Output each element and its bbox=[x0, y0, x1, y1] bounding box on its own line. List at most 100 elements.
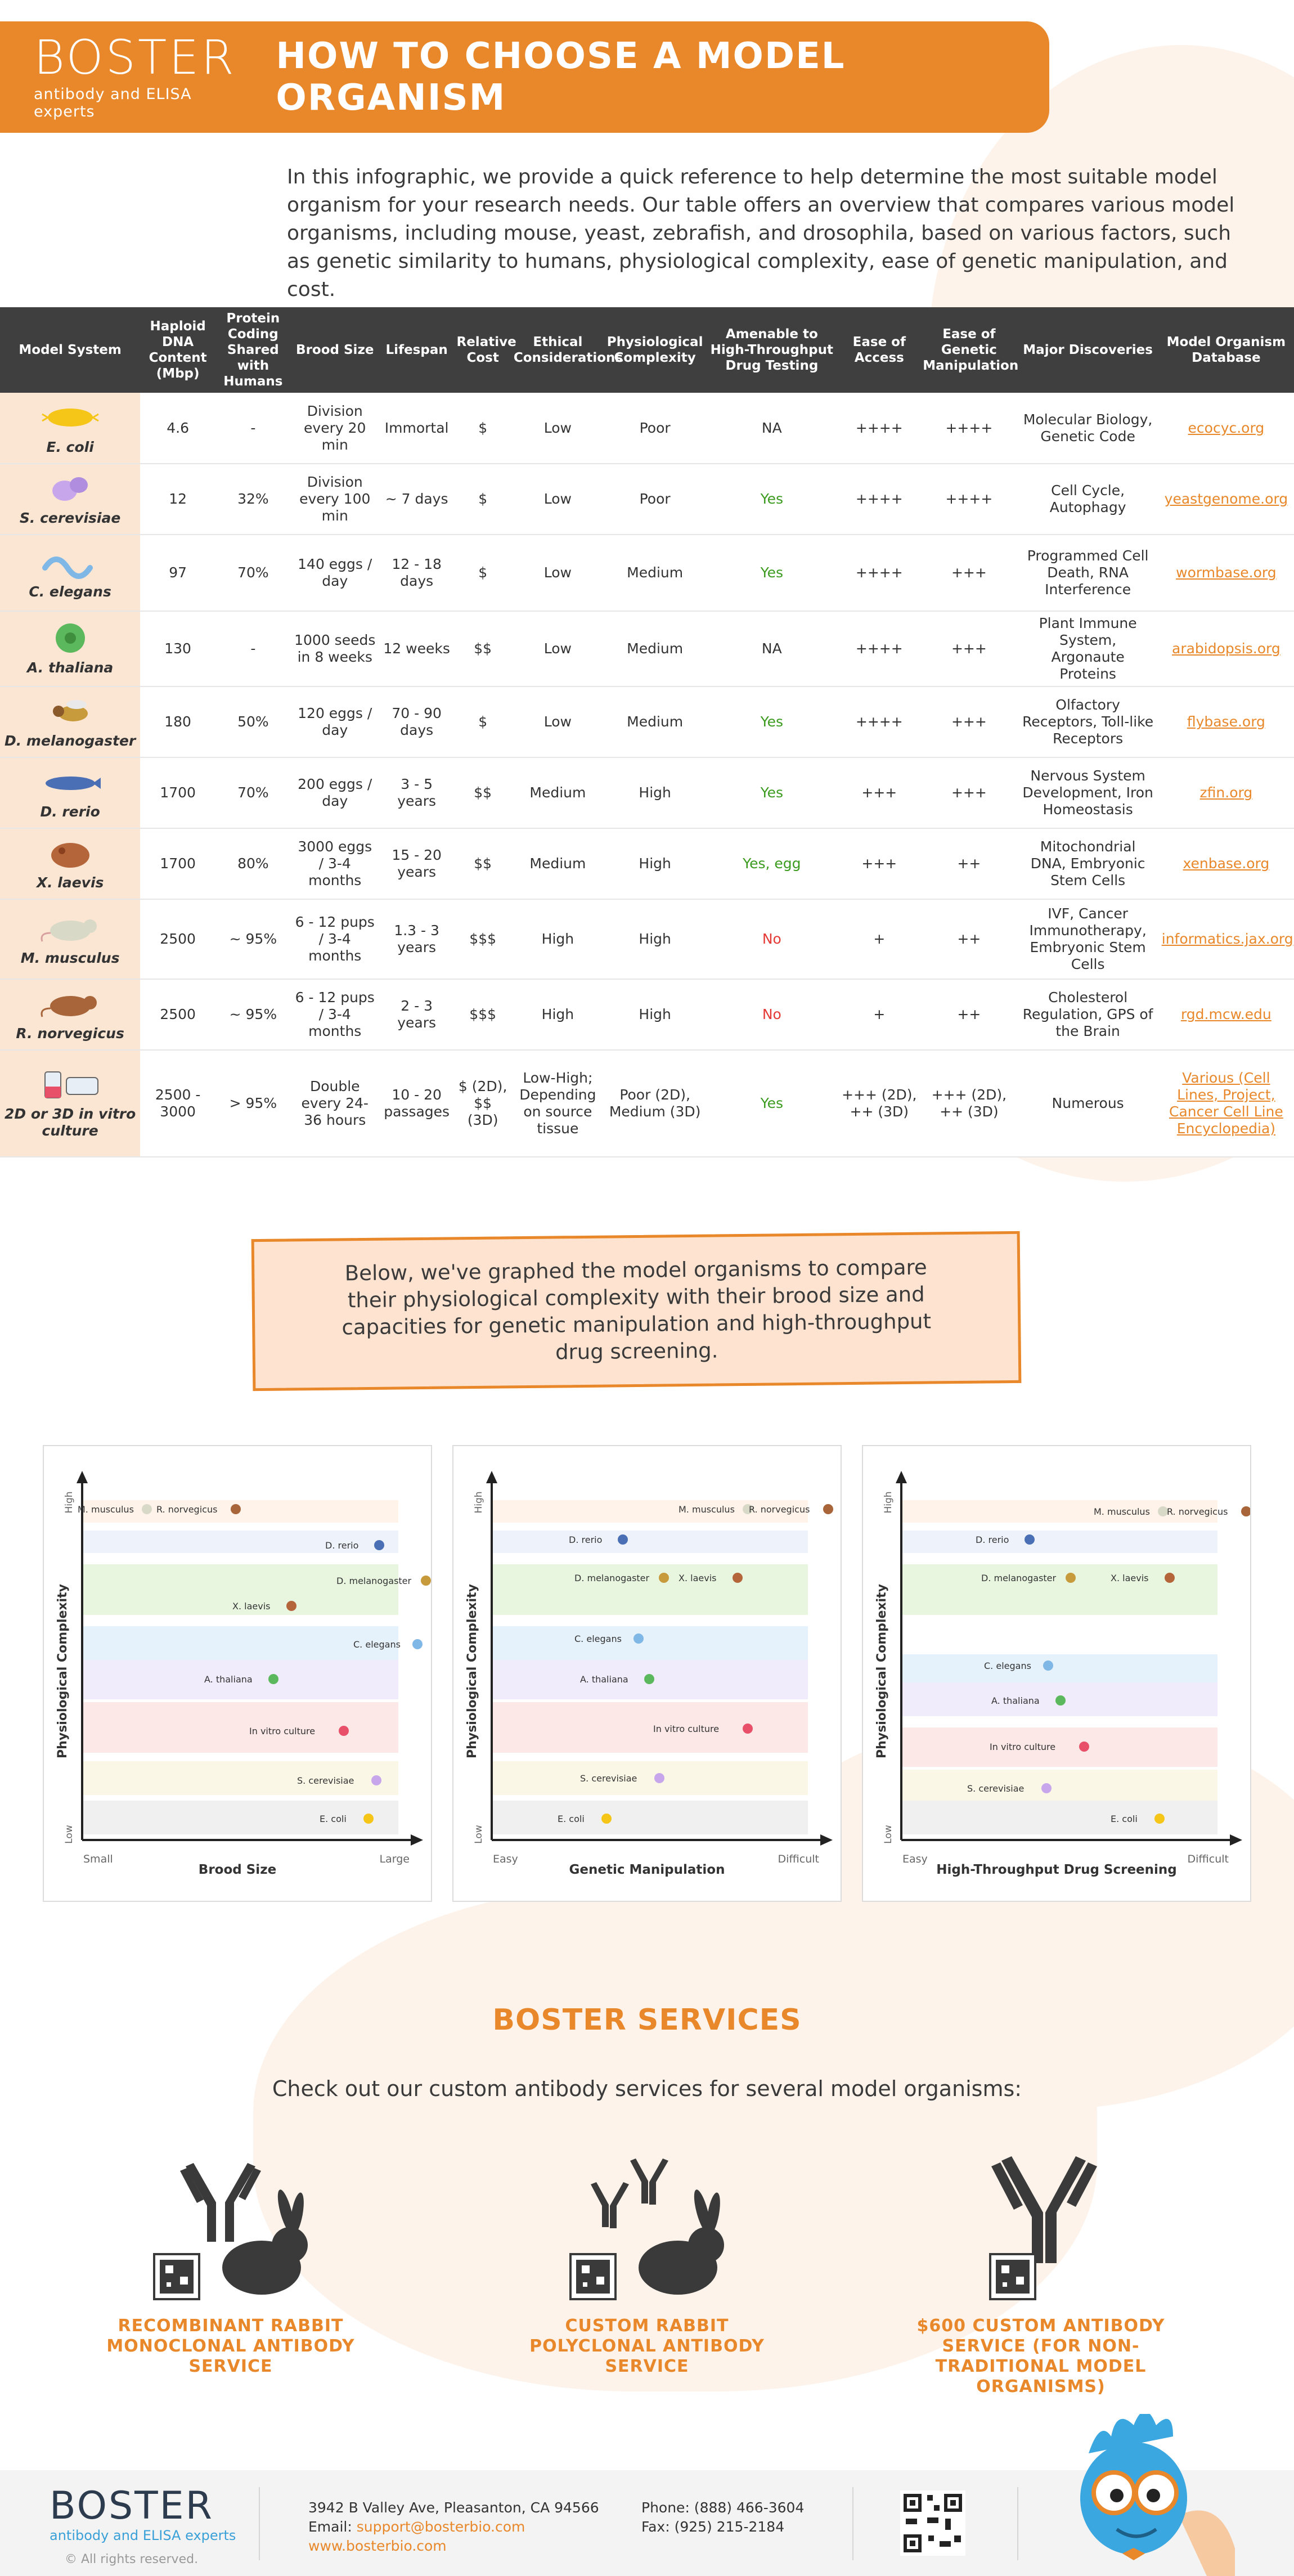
database-link[interactable]: wormbase.org bbox=[1158, 535, 1294, 612]
qr-code-icon[interactable] bbox=[900, 2490, 965, 2556]
organism-point-label: D. rerio bbox=[325, 1540, 358, 1551]
cell-dna: 180 bbox=[140, 686, 215, 758]
cell-discoveries: Nervous System Development, Iron Homeost… bbox=[1017, 757, 1158, 829]
footer-phone: Phone: (888) 466-3604 bbox=[641, 2499, 805, 2516]
cell-cost: $ bbox=[454, 686, 511, 758]
footer-logo[interactable]: BOSTER antibody and ELISA experts bbox=[50, 2487, 236, 2544]
cell-discoveries: Numerous bbox=[1017, 1050, 1158, 1157]
cell-dna: 2500 bbox=[140, 899, 215, 980]
table-header-cell: Model System bbox=[0, 307, 141, 393]
cell-discoveries: Mitochondrial DNA, Embryonic Stem Cells bbox=[1017, 828, 1158, 900]
cell-htp: Yes, egg bbox=[706, 828, 838, 900]
footer-contact: 3942 B Valley Ave, Pleasanton, CA 94566 … bbox=[308, 2498, 599, 2556]
database-link-text[interactable]: rgd.mcw.edu bbox=[1180, 1006, 1271, 1022]
footer-divider bbox=[259, 2487, 260, 2560]
service-label[interactable]: $600 CUSTOM ANTIBODY SERVICE (FOR NON-TR… bbox=[916, 2316, 1165, 2397]
organism-point-label: E. coli bbox=[558, 1814, 585, 1824]
table-header-cell: Amenable to High-Throughput Drug Testing bbox=[706, 307, 838, 393]
cell-complexity: High bbox=[604, 828, 706, 900]
database-link-text[interactable]: yeastgenome.org bbox=[1164, 491, 1288, 507]
database-link[interactable]: yeastgenome.org bbox=[1158, 464, 1294, 535]
organism-point bbox=[1055, 1695, 1066, 1706]
service-recombinant-monoclonal[interactable]: RECOMBINANT RABBIT MONOCLONAL ANTIBODY S… bbox=[84, 2155, 377, 2377]
organism-point-label: D. rerio bbox=[976, 1534, 1009, 1545]
antibody-icon bbox=[989, 2156, 1097, 2300]
cell-discoveries: Cell Cycle, Autophagy bbox=[1017, 464, 1158, 535]
cell-genetic: +++ bbox=[920, 611, 1018, 687]
database-link[interactable]: zfin.org bbox=[1158, 757, 1294, 829]
cell-genetic: ++ bbox=[920, 828, 1018, 900]
database-link-text[interactable]: ecocyc.org bbox=[1188, 419, 1265, 436]
cell-complexity: High bbox=[604, 979, 706, 1051]
cell-discoveries: IVF, Cancer Immunotherapy, Embryonic Ste… bbox=[1017, 899, 1158, 980]
database-link[interactable]: xenbase.org bbox=[1158, 828, 1294, 900]
cell-cost: $$$ bbox=[454, 899, 511, 980]
database-link[interactable]: arabidopsis.org bbox=[1158, 611, 1294, 687]
service-label[interactable]: RECOMBINANT RABBIT MONOCLONAL ANTIBODY S… bbox=[106, 2316, 355, 2376]
cell-htp: Yes bbox=[706, 686, 838, 758]
database-link-text[interactable]: xenbase.org bbox=[1183, 855, 1270, 872]
database-link-text[interactable]: zfin.org bbox=[1199, 784, 1253, 801]
organism-point-label: X. laevis bbox=[232, 1601, 270, 1612]
database-link[interactable]: flybase.org bbox=[1158, 686, 1294, 758]
database-link[interactable]: informatics.jax.org bbox=[1158, 899, 1294, 980]
cell-lifespan: 12 weeks bbox=[379, 611, 455, 687]
chart-axes bbox=[491, 1479, 825, 1841]
organism-point bbox=[743, 1504, 753, 1514]
organism-name: A. thaliana bbox=[26, 659, 114, 676]
cell-genetic: ++++ bbox=[920, 464, 1018, 535]
antibody-rabbit-icon bbox=[153, 2163, 308, 2300]
organism-cell: S. cerevisiae bbox=[0, 464, 141, 535]
database-link-text[interactable]: Various (Cell Lines, Project, Cancer Cel… bbox=[1169, 1070, 1283, 1137]
organism-cell: D. rerio bbox=[0, 757, 141, 829]
footer-website-link[interactable]: www.bosterbio.com bbox=[308, 2538, 447, 2554]
cell-htp: NA bbox=[706, 611, 838, 687]
organism-point-label: C. elegans bbox=[984, 1661, 1031, 1671]
cell-genetic: ++ bbox=[920, 979, 1018, 1051]
services-title: BOSTER SERVICES bbox=[492, 2003, 802, 2037]
cell-dna: 97 bbox=[140, 535, 215, 612]
database-link-text[interactable]: arabidopsis.org bbox=[1172, 640, 1280, 657]
organism-icon bbox=[55, 623, 85, 653]
table-body: E. coli 4.6- Division every 20 min Immortal… bbox=[0, 393, 1294, 1157]
table-row: M. musculus 2500 ~ 95% 6 - 12 pups / 3-4 mo… bbox=[0, 899, 1294, 980]
database-link[interactable]: ecocyc.org bbox=[1158, 393, 1294, 464]
database-link-text[interactable]: informatics.jax.org bbox=[1161, 931, 1293, 947]
cell-brood: 200 eggs / day bbox=[290, 757, 379, 829]
chart-band bbox=[902, 1531, 1217, 1553]
table-row: C. elegans 97 70% 140 eggs / day 12 - 18 day… bbox=[0, 535, 1294, 612]
cell-brood: 3000 eggs / 3-4 months bbox=[290, 828, 379, 900]
chart-band bbox=[83, 1626, 398, 1660]
table-row: D. melanogaster 180 50% 120 eggs / day 70 - … bbox=[0, 686, 1294, 758]
chart-band bbox=[902, 1727, 1217, 1767]
organism-icon bbox=[51, 843, 89, 868]
cell-access: ++++ bbox=[838, 393, 921, 464]
database-link-text[interactable]: flybase.org bbox=[1187, 713, 1265, 730]
cell-brood: 140 eggs / day bbox=[290, 535, 379, 612]
footer-email-link[interactable]: support@bosterbio.com bbox=[356, 2519, 525, 2535]
brand-logo[interactable]: BOSTER antibody and ELISA experts bbox=[0, 34, 248, 120]
chart-band bbox=[493, 1626, 808, 1660]
chart-band bbox=[493, 1564, 808, 1615]
database-link[interactable]: Various (Cell Lines, Project, Cancer Cel… bbox=[1158, 1050, 1294, 1157]
service-label[interactable]: CUSTOM RABBIT POLYCLONAL ANTIBODY SERVIC… bbox=[529, 2316, 765, 2376]
chart-band bbox=[902, 1770, 1217, 1801]
organism-point-label: A. thaliana bbox=[991, 1695, 1040, 1706]
database-link-text[interactable]: wormbase.org bbox=[1176, 564, 1277, 581]
organism-name: X. laevis bbox=[36, 874, 104, 891]
cell-access: ++++ bbox=[838, 464, 921, 535]
organism-point bbox=[1154, 1814, 1165, 1824]
service-custom-polyclonal[interactable]: CUSTOM RABBIT POLYCLONAL ANTIBODY SERVIC… bbox=[501, 2155, 793, 2377]
cell-access: ++++ bbox=[838, 686, 921, 758]
cell-dna: 2500 bbox=[140, 979, 215, 1051]
cell-dna: 130 bbox=[140, 611, 215, 687]
logo-tagline: antibody and ELISA experts bbox=[34, 86, 192, 120]
database-link[interactable]: rgd.mcw.edu bbox=[1158, 979, 1294, 1051]
service-non-traditional[interactable]: $600 CUSTOM ANTIBODY SERVICE (FOR NON-TR… bbox=[895, 2155, 1187, 2397]
table-row: D. rerio 1700 70% 200 eggs / day 3 - 5 years… bbox=[0, 757, 1294, 829]
cell-brood: 1000 seeds in 8 weeks bbox=[290, 611, 379, 687]
mascot-icon bbox=[1080, 2414, 1235, 2576]
cell-protein: - bbox=[215, 611, 291, 687]
cell-lifespan: 1.3 - 3 years bbox=[379, 899, 455, 980]
chart-band bbox=[902, 1564, 1217, 1615]
